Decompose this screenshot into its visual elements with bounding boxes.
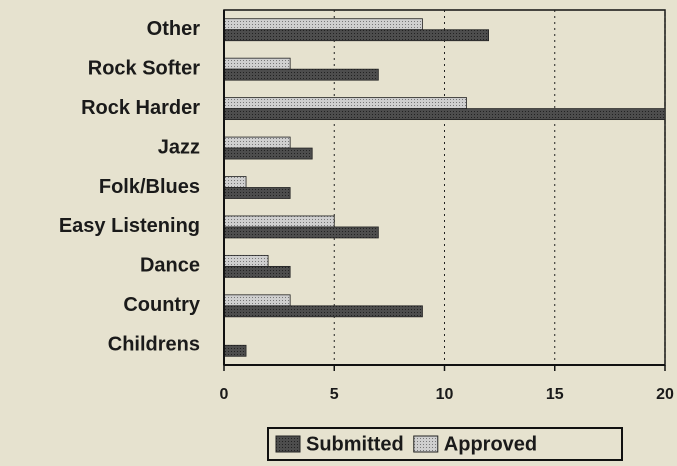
y-tick-label: Dance (140, 255, 200, 277)
bar (223, 29, 490, 42)
bar (223, 265, 291, 278)
bar (223, 18, 423, 31)
x-tick-label: 20 (656, 386, 674, 403)
legend-label: Submitted (306, 433, 404, 455)
bar (223, 57, 291, 70)
x-tick-label: 0 (220, 386, 229, 403)
bar (223, 226, 379, 239)
legend-swatch (413, 435, 439, 453)
y-tick-label: Rock Harder (81, 97, 200, 119)
x-tick-label: 10 (436, 386, 454, 403)
bar (223, 305, 423, 318)
x-tick-label: 15 (546, 386, 564, 403)
bar (223, 187, 291, 199)
bar (223, 136, 291, 149)
y-tick-label: Childrens (108, 334, 200, 356)
y-tick-label: Country (123, 294, 201, 316)
y-tick-label: Other (147, 18, 201, 40)
bar (223, 215, 335, 228)
y-tick-label: Jazz (158, 136, 200, 158)
x-tick-label: 5 (330, 386, 339, 403)
y-tick-label: Easy Listening (59, 215, 200, 237)
bar (223, 176, 247, 188)
bar (223, 68, 379, 81)
bar (223, 147, 313, 160)
bar (223, 294, 291, 307)
bar (223, 254, 269, 267)
y-tick-label: Rock Softer (88, 57, 200, 79)
legend-box (267, 427, 623, 461)
legend-swatch (275, 435, 301, 453)
bar (223, 108, 666, 121)
legend-label: Approved (444, 433, 537, 455)
bar (223, 97, 467, 110)
bar (223, 344, 247, 357)
y-tick-label: Folk/Blues (99, 176, 200, 198)
legend: Submitted Approved (267, 427, 623, 461)
